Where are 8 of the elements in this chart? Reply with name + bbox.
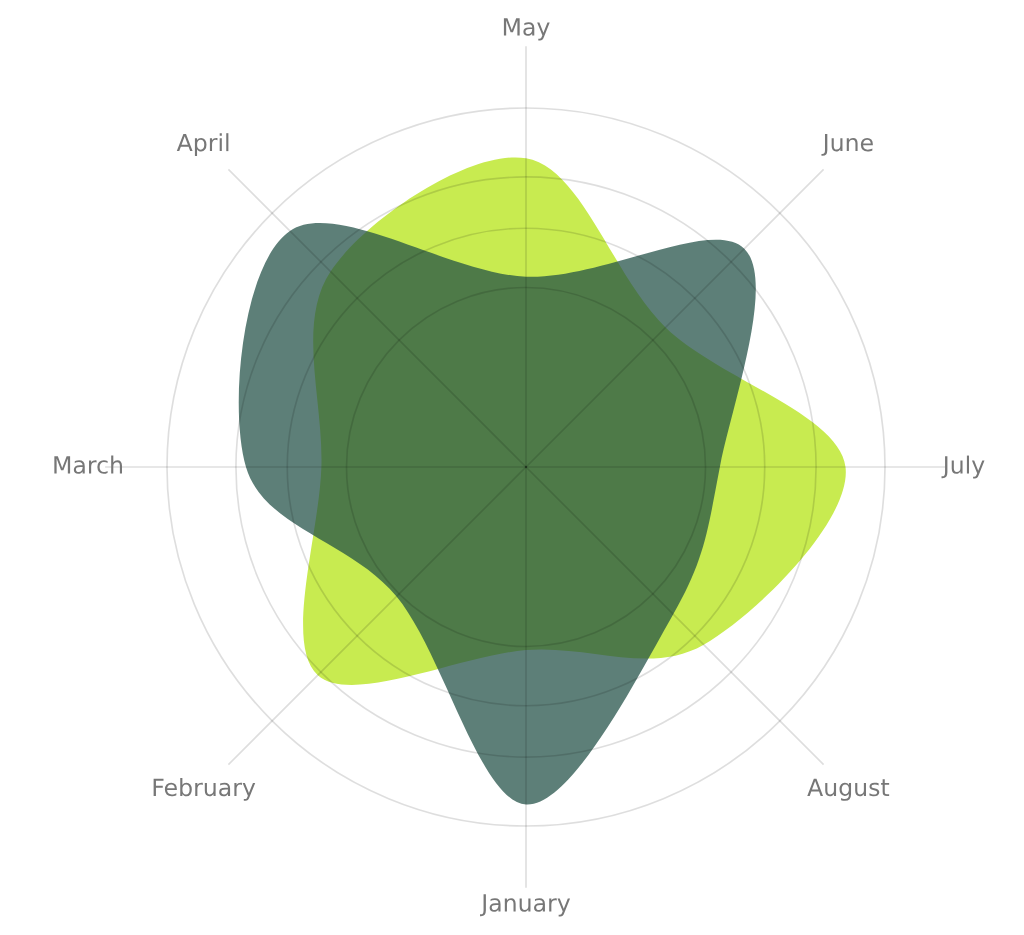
spoke-label: August: [807, 778, 890, 801]
spoke-label: June: [821, 133, 873, 156]
spoke-label: March: [54, 455, 122, 474]
spoke-label: July: [941, 455, 985, 479]
spoke-label: May: [503, 18, 550, 41]
spoke-label: February: [153, 777, 256, 801]
spoke-label: April: [176, 133, 229, 157]
spoke-label: January: [480, 894, 571, 917]
